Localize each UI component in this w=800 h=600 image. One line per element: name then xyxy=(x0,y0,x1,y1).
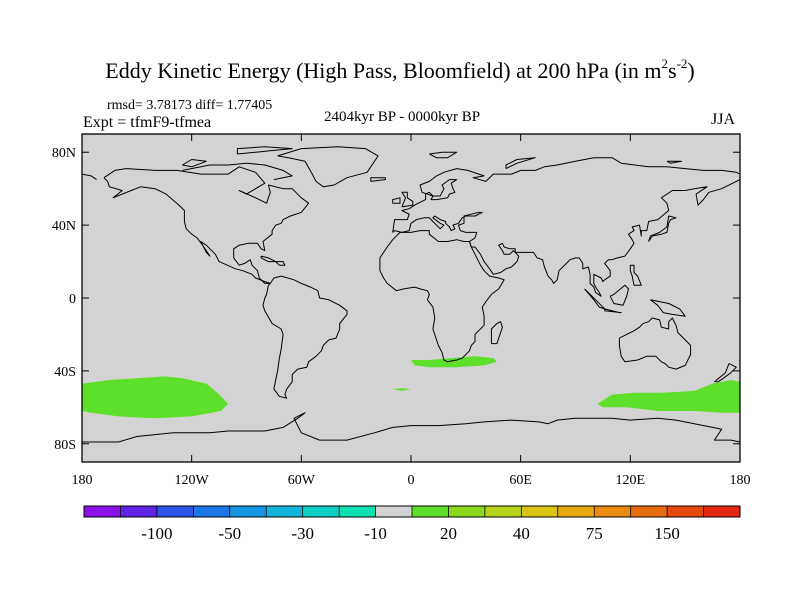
coastline-7 xyxy=(618,317,692,370)
colorbar-box xyxy=(375,506,413,517)
coastline-23 xyxy=(236,146,293,155)
coastline-2 xyxy=(277,146,379,188)
colorbar-box xyxy=(84,506,121,517)
title-text-close: ) xyxy=(687,58,695,83)
colorbar-box xyxy=(229,506,267,517)
title-superscript-2: -2 xyxy=(676,56,688,71)
south-atlantic-small-anomaly xyxy=(392,388,411,391)
colorbar: -100 -50 -30 -10 20 40 75 150 xyxy=(83,505,741,543)
time-period-label: 2404kyr BP - 0000kyr BP xyxy=(324,109,481,125)
south-pacific-anomaly xyxy=(82,376,229,419)
coastline-17 xyxy=(609,284,629,306)
season-label: JJA xyxy=(711,111,736,128)
coastline-4 xyxy=(82,173,97,181)
coastline-27 xyxy=(666,160,682,164)
colorbar-box xyxy=(484,506,522,517)
coastline-22 xyxy=(182,162,293,181)
coastline-14 xyxy=(629,264,642,286)
colorbar-box xyxy=(557,506,595,517)
coastline-5 xyxy=(392,179,740,297)
lat-tick-label: 80S xyxy=(54,438,76,453)
title-text: Eddy Kinetic Energy (High Pass, Bloomfie… xyxy=(105,58,662,83)
colorbar-box xyxy=(156,506,194,517)
lon-tick-label: 180 xyxy=(730,473,751,488)
coastline-19 xyxy=(714,363,737,383)
colorbar-box xyxy=(339,506,376,517)
coastline-6 xyxy=(379,230,505,363)
lat-tick-label: 80N xyxy=(52,146,76,161)
colorbar-outline xyxy=(83,505,741,518)
colorbar-label: 150 xyxy=(654,524,680,543)
coastline-26 xyxy=(505,157,536,170)
colorbar-box xyxy=(630,506,668,517)
lat-tick-label: 40S xyxy=(54,365,76,380)
colorbar-box xyxy=(302,506,340,517)
coastline-16 xyxy=(604,308,622,314)
coastline-21 xyxy=(275,261,286,266)
south-indian-pacific-anomaly xyxy=(597,380,740,413)
lat-tick-label: 0 xyxy=(69,292,76,307)
coastline-3 xyxy=(392,157,740,233)
coastline-12 xyxy=(370,177,386,182)
colorbar-box xyxy=(521,506,559,517)
coastline-9 xyxy=(82,412,740,443)
coastline-18 xyxy=(650,299,686,317)
coastline-13 xyxy=(648,215,677,242)
lat-tick-label: 40N xyxy=(52,219,76,234)
colorbar-label: 75 xyxy=(586,524,603,543)
latitude-axis: 80N 40N 0 40S 80S xyxy=(52,146,740,453)
colorbar-label: -10 xyxy=(364,524,387,543)
colorbar-box xyxy=(412,506,449,517)
coastline-1 xyxy=(262,275,348,399)
colorbar-box xyxy=(667,506,704,517)
coastline-25 xyxy=(429,151,458,159)
colorbar-label: 20 xyxy=(440,524,457,543)
colorbar-box xyxy=(266,506,303,517)
colorbar-box xyxy=(120,506,158,517)
colorbar-box xyxy=(193,506,231,517)
coastline-10 xyxy=(401,191,414,208)
coastline-20 xyxy=(260,255,277,263)
lon-tick-label: 60W xyxy=(288,473,316,488)
colorbar-label: -100 xyxy=(141,524,172,543)
lon-tick-label: 120W xyxy=(175,473,210,488)
coastline-24 xyxy=(182,159,207,168)
coastline-0 xyxy=(103,166,310,284)
lon-tick-label: 180 xyxy=(72,473,93,488)
colorbar-label: 40 xyxy=(513,524,530,543)
longitude-axis: 180 120W 60W 0 60E 120E 180 xyxy=(72,134,751,488)
rmsd-diff-stats: rmsd= 3.78173 diff= 1.77405 xyxy=(107,98,273,113)
colorbar-box xyxy=(703,506,741,517)
lon-tick-label: 120E xyxy=(616,473,646,488)
coastline-11 xyxy=(392,197,401,204)
title-text-mid: s xyxy=(668,58,677,83)
lon-tick-label: 0 xyxy=(408,473,415,488)
coastline-layer xyxy=(82,146,740,443)
anomaly-layer xyxy=(82,356,740,419)
colorbar-box xyxy=(594,506,631,517)
colorbar-label: -30 xyxy=(291,524,314,543)
coastline-8 xyxy=(490,321,503,345)
plot-title: Eddy Kinetic Energy (High Pass, Bloomfie… xyxy=(0,56,800,84)
lon-tick-label: 60E xyxy=(509,473,532,488)
colorbar-box xyxy=(448,506,486,517)
experiment-label: Expt = tfmF9-tfmea xyxy=(83,114,212,131)
title-superscript-1: 2 xyxy=(661,56,669,71)
colorbar-label: -50 xyxy=(218,524,241,543)
south-africa-anomaly xyxy=(411,356,497,368)
